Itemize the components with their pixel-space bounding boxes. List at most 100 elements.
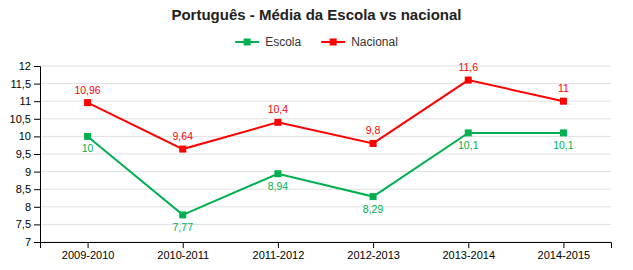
marker [274,119,281,126]
grid-line [40,83,611,84]
y-tick: 7 [25,236,40,248]
data-label: 7,77 [173,221,194,233]
legend-item: Escola [235,35,301,49]
grid-line [40,206,611,207]
data-labels: 10 7,77 8,94 8,29 10,1 10,1 10,96 9,64 10,4 9,8 11… [74,61,573,233]
marker [465,77,472,84]
y-tick-label: 10 [19,130,31,142]
line [88,133,564,215]
legend-label: Escola [265,35,301,49]
x-tick: 2009-2010 [62,242,115,261]
plot: 7 7,5 8 8,5 9 9,5 10 10,5 11 11,5 12 2009-2010 2010-… [10,60,612,261]
grid-line [40,101,611,102]
y-tick-label: 10,5 [10,113,31,125]
grid-line [40,136,611,137]
legend-marker [244,39,251,46]
grid [40,66,611,242]
data-label: 10,1 [458,139,479,151]
y-tick: 11 [20,95,40,107]
x-tick-label: 2011-2012 [253,249,305,261]
marker [84,133,91,140]
x-axis-line [41,243,612,249]
grid-line [40,189,611,190]
marker [179,211,186,218]
marker [560,98,567,105]
y-tick: 8,5 [16,183,40,195]
legend-item: Nacional [321,35,398,49]
data-label: 9,64 [173,130,194,142]
y-axis: 7 7,5 8 8,5 9 9,5 10 10,5 11 11,5 12 [10,60,41,248]
data-label: 11,6 [458,61,478,73]
x-tick-mark [183,242,184,248]
y-tick-mark [34,242,40,243]
data-label: 8,94 [268,180,289,192]
data-label: 9,8 [366,124,381,136]
y-tick-mark [34,136,40,137]
marker [465,129,472,136]
y-tick: 9,5 [16,148,40,160]
x-tick-mark [468,242,469,248]
marker [84,99,91,106]
marker [370,193,377,200]
y-tick-label: 7,5 [16,218,31,230]
x-tick: 2011-2012 [253,242,305,261]
marker [274,170,281,177]
y-tick-mark [34,189,40,190]
y-tick-mark [34,154,40,155]
line [88,80,564,149]
marker [179,146,186,153]
x-tick: 2012-2013 [347,242,400,261]
x-tick-label: 2013-2014 [442,249,495,261]
data-label: 10 [82,142,94,154]
x-tick-mark [278,242,279,248]
grid-line [40,224,611,225]
legend-marker [330,39,337,46]
x-tick-label: 2012-2013 [347,249,400,261]
grid-line [40,66,611,67]
x-tick-mark [373,242,374,248]
y-tick-label: 8,5 [16,183,31,195]
y-tick: 9 [25,166,40,178]
y-tick-mark [34,172,40,173]
y-tick: 10,5 [10,113,40,125]
x-tick-label: 2009-2010 [62,249,115,261]
grid-line [40,118,611,119]
y-tick: 7,5 [16,218,40,230]
y-tick: 12 [19,60,40,72]
y-tick-mark [34,101,40,102]
x-tick: 2013-2014 [442,242,495,261]
y-tick: 8 [25,201,40,213]
y-tick-mark [34,119,40,120]
y-tick-mark [34,224,40,225]
grid-line [40,171,611,172]
marks [84,77,567,219]
legend-label: Nacional [351,35,398,49]
data-label: 10,4 [268,103,289,115]
data-label: 10,96 [74,84,100,96]
chart: Português - Média da Escola vs nacional7… [0,0,633,270]
y-tick-label: 9 [25,166,31,178]
y-tick-label: 7 [25,236,31,248]
data-label: 8,29 [363,203,384,215]
x-tick-mark [563,242,564,248]
y-tick-label: 8 [25,201,31,213]
y-tick-mark [34,66,40,67]
x-tick: 2010-2011 [157,242,209,261]
x-tick-label: 2014-2015 [538,249,591,261]
data-label: 10,1 [553,139,574,151]
y-tick-label: 9,5 [16,148,31,160]
y-tick-mark [34,84,40,85]
data-label: 11 [558,82,569,94]
x-tick-mark [88,242,89,248]
marker [370,140,377,147]
y-tick-mark [34,207,40,208]
x-tick-label: 2010-2011 [157,249,209,261]
legend: Escola Nacional [235,35,398,49]
y-tick-label: 12 [19,60,31,72]
y-tick: 11,5 [10,78,40,90]
grid-line [40,154,611,155]
y-tick-label: 11,5 [10,78,31,90]
x-tick: 2014-2015 [538,242,591,261]
y-tick: 10 [19,130,40,142]
y-axis-line [34,67,41,243]
